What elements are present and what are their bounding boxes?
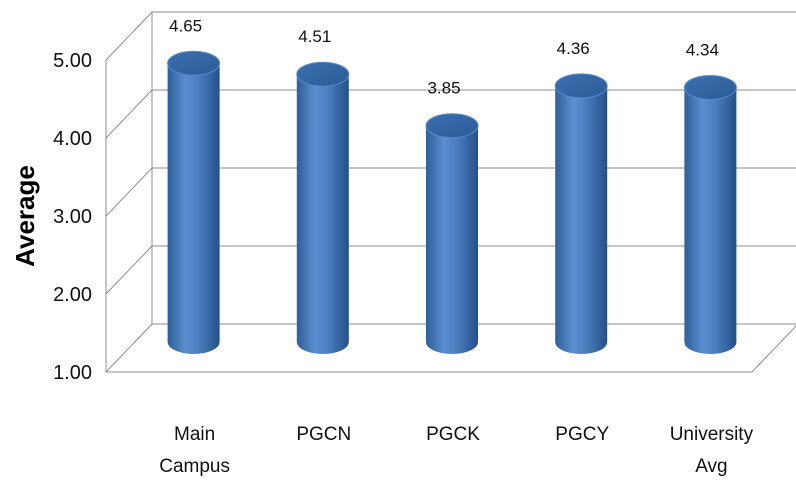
bar-top xyxy=(167,50,221,76)
category-label: PGCK xyxy=(426,424,480,445)
bar-body xyxy=(426,125,478,354)
data-labels: 4.65 4.51 3.85 4.36 4.34 xyxy=(169,16,719,97)
bar xyxy=(167,50,221,355)
y-axis: 1.00 2.00 3.00 4.00 5.00 xyxy=(53,50,107,384)
data-label: 4.36 xyxy=(557,39,590,58)
bar-body xyxy=(167,63,220,355)
category-label: PGCY xyxy=(555,424,609,445)
gridline-depth xyxy=(105,89,153,139)
bar xyxy=(296,61,350,354)
floor-right-edge xyxy=(751,325,796,373)
category-label-line: PGCY xyxy=(555,424,609,445)
y-tick-label: 2.00 xyxy=(53,284,92,306)
data-label: 4.51 xyxy=(298,27,331,46)
bar-body xyxy=(555,85,608,355)
bars xyxy=(167,50,737,355)
bar-top xyxy=(554,73,608,99)
category-label-line: PGCK xyxy=(426,424,480,445)
data-label: 3.85 xyxy=(427,79,460,98)
bar xyxy=(554,73,608,355)
bar-body xyxy=(684,87,737,354)
category-label-line: Main xyxy=(174,424,215,445)
bar-top xyxy=(296,61,350,87)
y-tick-label: 1.00 xyxy=(53,362,92,384)
x-axis: Main Campus PGCN PGCK PGCY University Avg xyxy=(159,424,753,477)
gridline-depth xyxy=(105,323,153,373)
bar xyxy=(425,113,479,354)
category-label-line: University xyxy=(670,424,754,445)
y-tick-label: 3.00 xyxy=(53,206,92,228)
gridline-depth xyxy=(105,245,153,295)
category-label-line: PGCN xyxy=(296,424,351,445)
y-tick-label: 4.00 xyxy=(53,128,92,150)
gridline-depth xyxy=(105,167,153,217)
category-label-line: Campus xyxy=(159,456,230,477)
y-tick-label: 5.00 xyxy=(53,50,92,72)
bar-top xyxy=(683,74,737,100)
data-label: 4.65 xyxy=(169,16,202,35)
bar xyxy=(683,74,737,354)
bar-top xyxy=(425,113,479,139)
y-axis-label: Average xyxy=(10,165,40,267)
gridline-depth xyxy=(105,11,153,61)
data-label: 4.34 xyxy=(686,40,719,59)
category-label: Main Campus xyxy=(159,424,230,477)
bar-body xyxy=(296,74,349,354)
category-label: University Avg xyxy=(670,424,754,477)
category-label: PGCN xyxy=(296,424,351,445)
category-label-line: Avg xyxy=(695,456,727,477)
